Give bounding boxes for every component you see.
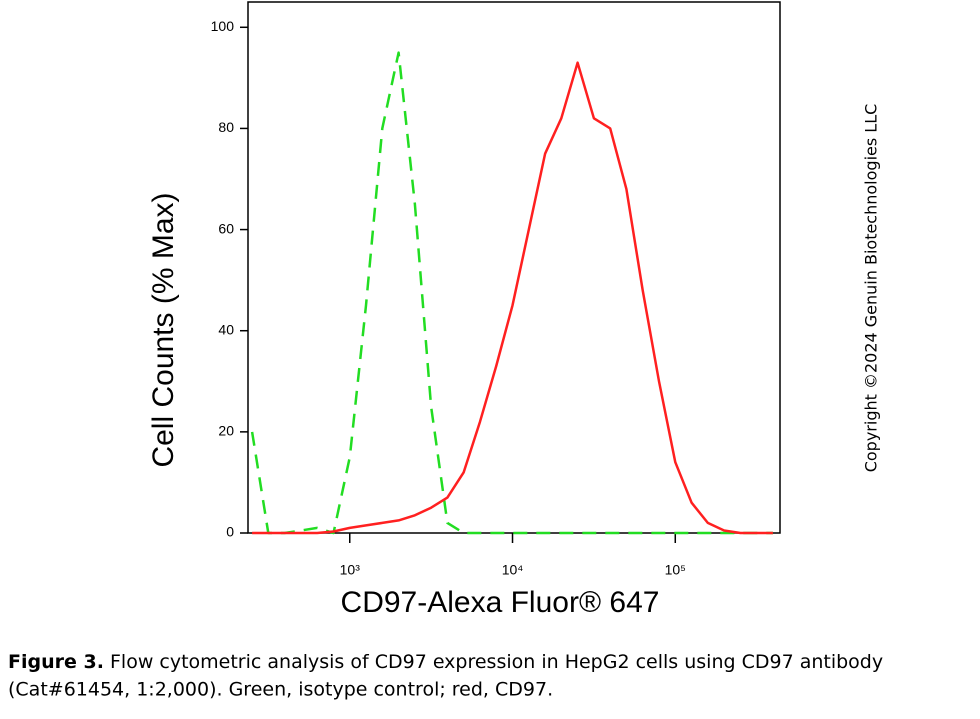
y-axis-title: Cell Counts (% Max) bbox=[147, 192, 180, 467]
y-tick-label: 20 bbox=[218, 423, 234, 439]
copyright: Copyright ©2024 Genuin Biotechnologies L… bbox=[862, 104, 881, 473]
x-tick-label: 10³ bbox=[340, 562, 361, 578]
y-tick-label: 80 bbox=[218, 119, 234, 135]
x-axis-title: CD97-Alexa Fluor® 647 bbox=[341, 586, 660, 619]
series-line bbox=[250, 51, 773, 535]
caption-label: Figure 3. bbox=[8, 651, 104, 673]
plot-frame bbox=[247, 1, 781, 534]
series-line bbox=[252, 61, 773, 535]
x-tick-label: 10⁵ bbox=[665, 562, 686, 578]
x-tick-label: 10⁴ bbox=[502, 562, 524, 578]
y-tick-label: 40 bbox=[218, 321, 234, 337]
y-tick-label: 100 bbox=[211, 18, 235, 34]
y-tick-label: 0 bbox=[226, 524, 234, 540]
y-tick-label: 60 bbox=[218, 220, 234, 236]
caption-text: Flow cytometric analysis of CD97 express… bbox=[110, 651, 883, 673]
caption: Figure 3. Flow cytometric analysis of CD… bbox=[8, 651, 883, 673]
caption-text: (Cat#61454, 1:2,000). Green, isotype con… bbox=[8, 679, 553, 701]
